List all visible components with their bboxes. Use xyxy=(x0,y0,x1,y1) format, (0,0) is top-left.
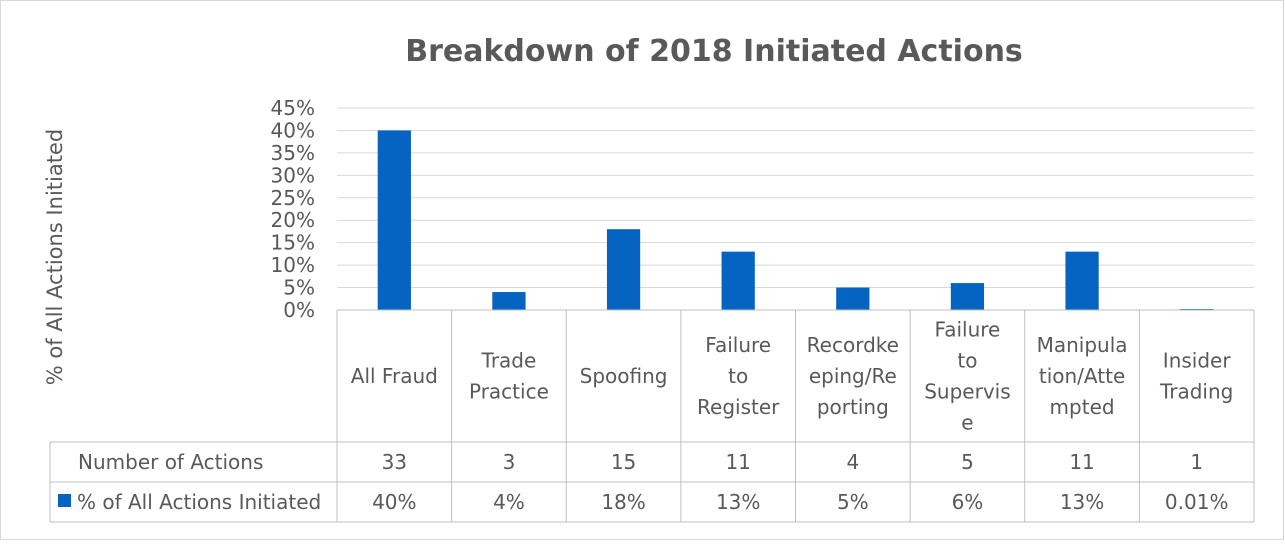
table-cell: 4% xyxy=(493,490,525,514)
y-tick-label: 25% xyxy=(271,186,315,210)
table-cell: 5 xyxy=(961,450,974,474)
table-cell: 15 xyxy=(611,450,636,474)
y-tick-label: 10% xyxy=(271,253,315,277)
y-tick-label: 45% xyxy=(271,96,315,120)
y-tick-label: 5% xyxy=(283,276,315,300)
category-label: Failure to Register xyxy=(697,333,780,419)
bars xyxy=(377,130,1214,310)
table-row-label: Number of Actions xyxy=(78,450,263,474)
table-row-label: % of All Actions Initiated xyxy=(77,490,321,514)
category-label: Recordke eping/Re porting xyxy=(807,333,899,419)
chart-title: Breakdown of 2018 Initiated Actions xyxy=(405,34,1023,69)
table-cell: 3 xyxy=(503,450,516,474)
table-cell: 33 xyxy=(382,450,407,474)
y-tick-label: 0% xyxy=(283,298,315,322)
table-cell: 5% xyxy=(837,490,869,514)
y-tick-label: 20% xyxy=(271,208,315,232)
table-cell: 13% xyxy=(716,490,760,514)
y-tick-label: 35% xyxy=(271,141,315,165)
table-cell: 18% xyxy=(601,490,645,514)
table-cell: 40% xyxy=(372,490,416,514)
category-label: Failure to Supervis e xyxy=(924,318,1010,435)
category-label: Insider Trading xyxy=(1159,349,1233,404)
category-label: All Fraud xyxy=(351,364,438,388)
y-tick-label: 40% xyxy=(271,118,315,142)
bar xyxy=(836,287,870,310)
y-tick-label: 30% xyxy=(271,163,315,187)
bar xyxy=(606,229,641,310)
bar xyxy=(721,251,755,310)
category-label: Trade Practice xyxy=(469,349,549,404)
bar xyxy=(1065,251,1099,310)
bar xyxy=(492,292,526,310)
bar xyxy=(950,283,985,310)
table-cell: 13% xyxy=(1060,490,1104,514)
category-label: Spoofing xyxy=(580,364,668,388)
y-axis-label: % of All Actions Initiated xyxy=(43,129,67,385)
table-cell: 1 xyxy=(1190,450,1203,474)
table-cell: 0.01% xyxy=(1165,490,1229,514)
category-label: Manipula tion/Atte mpted xyxy=(1037,333,1128,419)
y-axis-ticks: 0%5%10%15%20%25%30%35%40%45% xyxy=(271,96,315,322)
bar xyxy=(377,130,411,310)
table-cell: 4 xyxy=(846,450,859,474)
y-tick-label: 15% xyxy=(271,231,315,255)
table-cell: 6% xyxy=(952,490,984,514)
table-cell: 11 xyxy=(725,450,750,474)
table-cell: 11 xyxy=(1069,450,1094,474)
data-table: All Fraud Trade Practice Spoofing Failure to R… xyxy=(49,309,1255,523)
legend-key xyxy=(58,494,71,507)
